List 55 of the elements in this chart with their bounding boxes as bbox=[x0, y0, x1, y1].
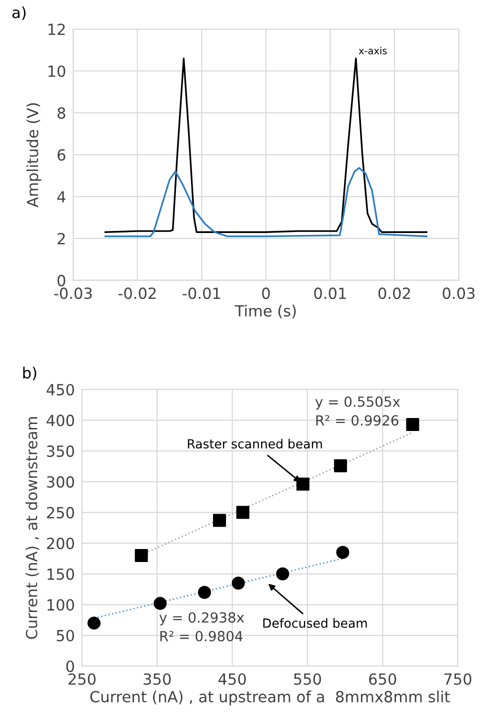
y-tick-label: 8 bbox=[58, 107, 66, 119]
line-series bbox=[104, 58, 428, 233]
x-tick-label: 0.01 bbox=[314, 287, 346, 300]
x-tick-label: -0.03 bbox=[54, 287, 92, 300]
point bbox=[336, 546, 350, 559]
y-tick-label: 2 bbox=[58, 232, 65, 244]
y-tick-label: 400 bbox=[46, 414, 74, 426]
x-tick-label: 0.03 bbox=[442, 287, 475, 300]
y-tick-label: 12 bbox=[48, 24, 65, 35]
x-tick-label: 0.02 bbox=[378, 287, 410, 300]
line-series bbox=[104, 167, 428, 238]
y-tick-label: 150 bbox=[48, 568, 74, 580]
annotation: x-axis bbox=[358, 46, 387, 54]
point bbox=[236, 506, 250, 519]
point bbox=[296, 478, 310, 491]
point bbox=[276, 567, 290, 580]
x-tick-label: -0.02 bbox=[118, 287, 156, 300]
annotation: Raster scanned beam bbox=[188, 438, 322, 449]
x-tick-label: 550 bbox=[294, 673, 322, 685]
annotation: y = 0.5505x R² = 0.9926 bbox=[315, 396, 400, 426]
y-axis-title: Current (nA) , at downstream bbox=[26, 417, 40, 639]
point bbox=[213, 514, 226, 527]
y-tick-label: 50 bbox=[56, 630, 74, 642]
x-tick-label: 250 bbox=[68, 673, 96, 685]
point bbox=[406, 418, 420, 432]
y-tick-label: 450 bbox=[46, 384, 74, 396]
annotation: Defocused beam bbox=[263, 618, 367, 628]
x-tick-label: 750 bbox=[444, 673, 472, 685]
y-tick-label: 250 bbox=[47, 506, 74, 518]
y-axis-title: Amplitude (V) bbox=[26, 103, 42, 208]
x-tick-label: 650 bbox=[369, 673, 396, 685]
y-tick-label: 350 bbox=[47, 445, 74, 457]
chart-title: b) bbox=[23, 366, 36, 380]
x-tick-label: 0 bbox=[262, 287, 270, 300]
x-axis-title: Time (s) bbox=[234, 304, 296, 318]
y-tick-label: 100 bbox=[48, 599, 74, 611]
x-tick-label: 450 bbox=[218, 673, 246, 685]
y-tick-label: 10 bbox=[48, 65, 66, 77]
x-tick-label: 350 bbox=[144, 673, 171, 685]
y-tick-label: 200 bbox=[47, 538, 74, 550]
point bbox=[154, 596, 167, 610]
y-tick-label: 0 bbox=[58, 274, 66, 286]
point bbox=[198, 586, 211, 599]
y-tick-label: 0 bbox=[66, 660, 74, 672]
y-tick-label: 4 bbox=[57, 191, 66, 202]
y-tick-label: 6 bbox=[58, 149, 66, 161]
annotation: y = 0.2938x R² = 0.9804 bbox=[159, 612, 244, 642]
chart-title: a) bbox=[12, 6, 26, 20]
x-axis-title: Current (nA) , at upstream of a 8mmx8mm slit bbox=[90, 690, 450, 706]
point bbox=[232, 576, 245, 590]
y-tick-label: 300 bbox=[47, 476, 74, 488]
point bbox=[88, 616, 101, 630]
point bbox=[334, 459, 348, 472]
x-tick-label: -0.01 bbox=[182, 287, 220, 300]
point bbox=[134, 548, 148, 562]
